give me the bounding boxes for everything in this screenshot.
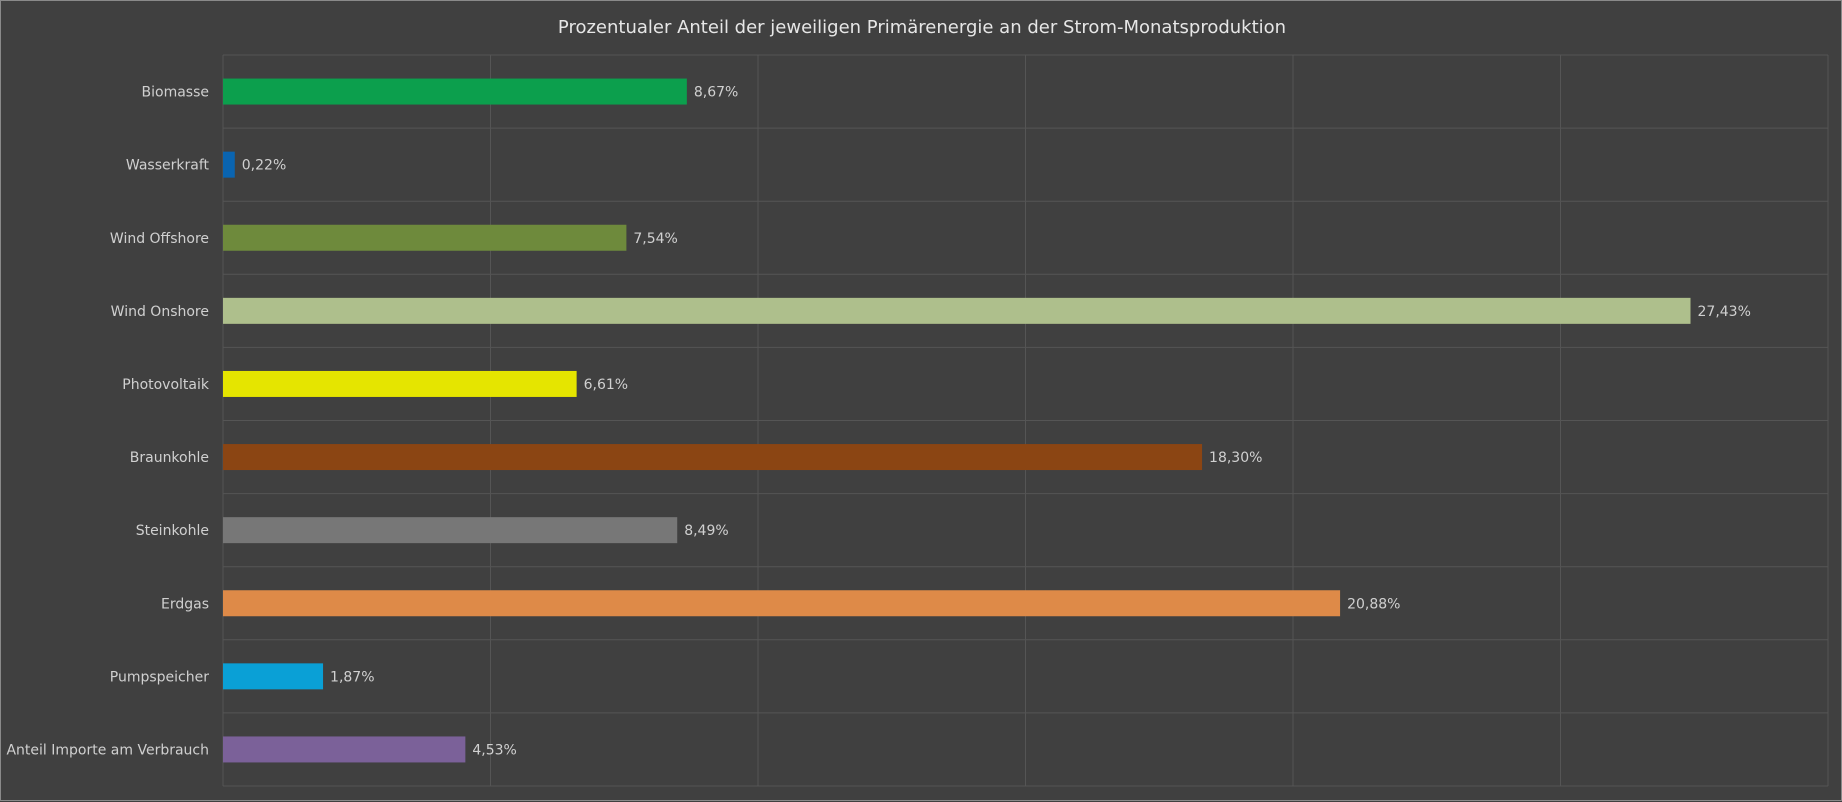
value-label: 0,22% (242, 158, 286, 174)
category-label: Erdgas (161, 596, 209, 612)
bar (223, 663, 324, 690)
bar (223, 517, 678, 544)
value-label: 7,54% (633, 231, 677, 247)
category-label: Wind Offshore (110, 231, 209, 247)
value-label: 18,30% (1209, 450, 1262, 466)
category-label: Steinkohle (136, 523, 209, 539)
category-label: Wasserkraft (126, 158, 210, 174)
category-label: Wind Onshore (111, 304, 209, 320)
gridlines (222, 54, 1829, 787)
value-label: 4,53% (472, 742, 516, 758)
bar (223, 590, 1341, 617)
bar (223, 370, 577, 397)
bar (223, 151, 235, 178)
value-label: 20,88% (1347, 596, 1400, 612)
category-label: Anteil Importe am Verbrauch (6, 742, 209, 758)
value-label: 27,43% (1698, 304, 1751, 320)
bar (223, 444, 1203, 471)
bar (223, 736, 466, 763)
bars: Biomasse 8,67% Wasserkraft 0,22% Wind Offsho… (6, 78, 1751, 763)
value-label: 8,67% (694, 85, 738, 101)
bar (223, 297, 1691, 324)
value-label: 8,49% (684, 523, 728, 539)
bar (223, 224, 627, 251)
category-label: Pumpspeicher (110, 669, 209, 685)
category-label: Photovoltaik (122, 377, 210, 393)
category-label: Biomasse (142, 85, 209, 101)
value-label: 1,87% (330, 669, 374, 685)
chart-title: Prozentualer Anteil der jeweiligen Primä… (558, 17, 1286, 38)
category-label: Braunkohle (130, 450, 209, 466)
value-label: 6,61% (584, 377, 628, 393)
bar (223, 78, 687, 105)
